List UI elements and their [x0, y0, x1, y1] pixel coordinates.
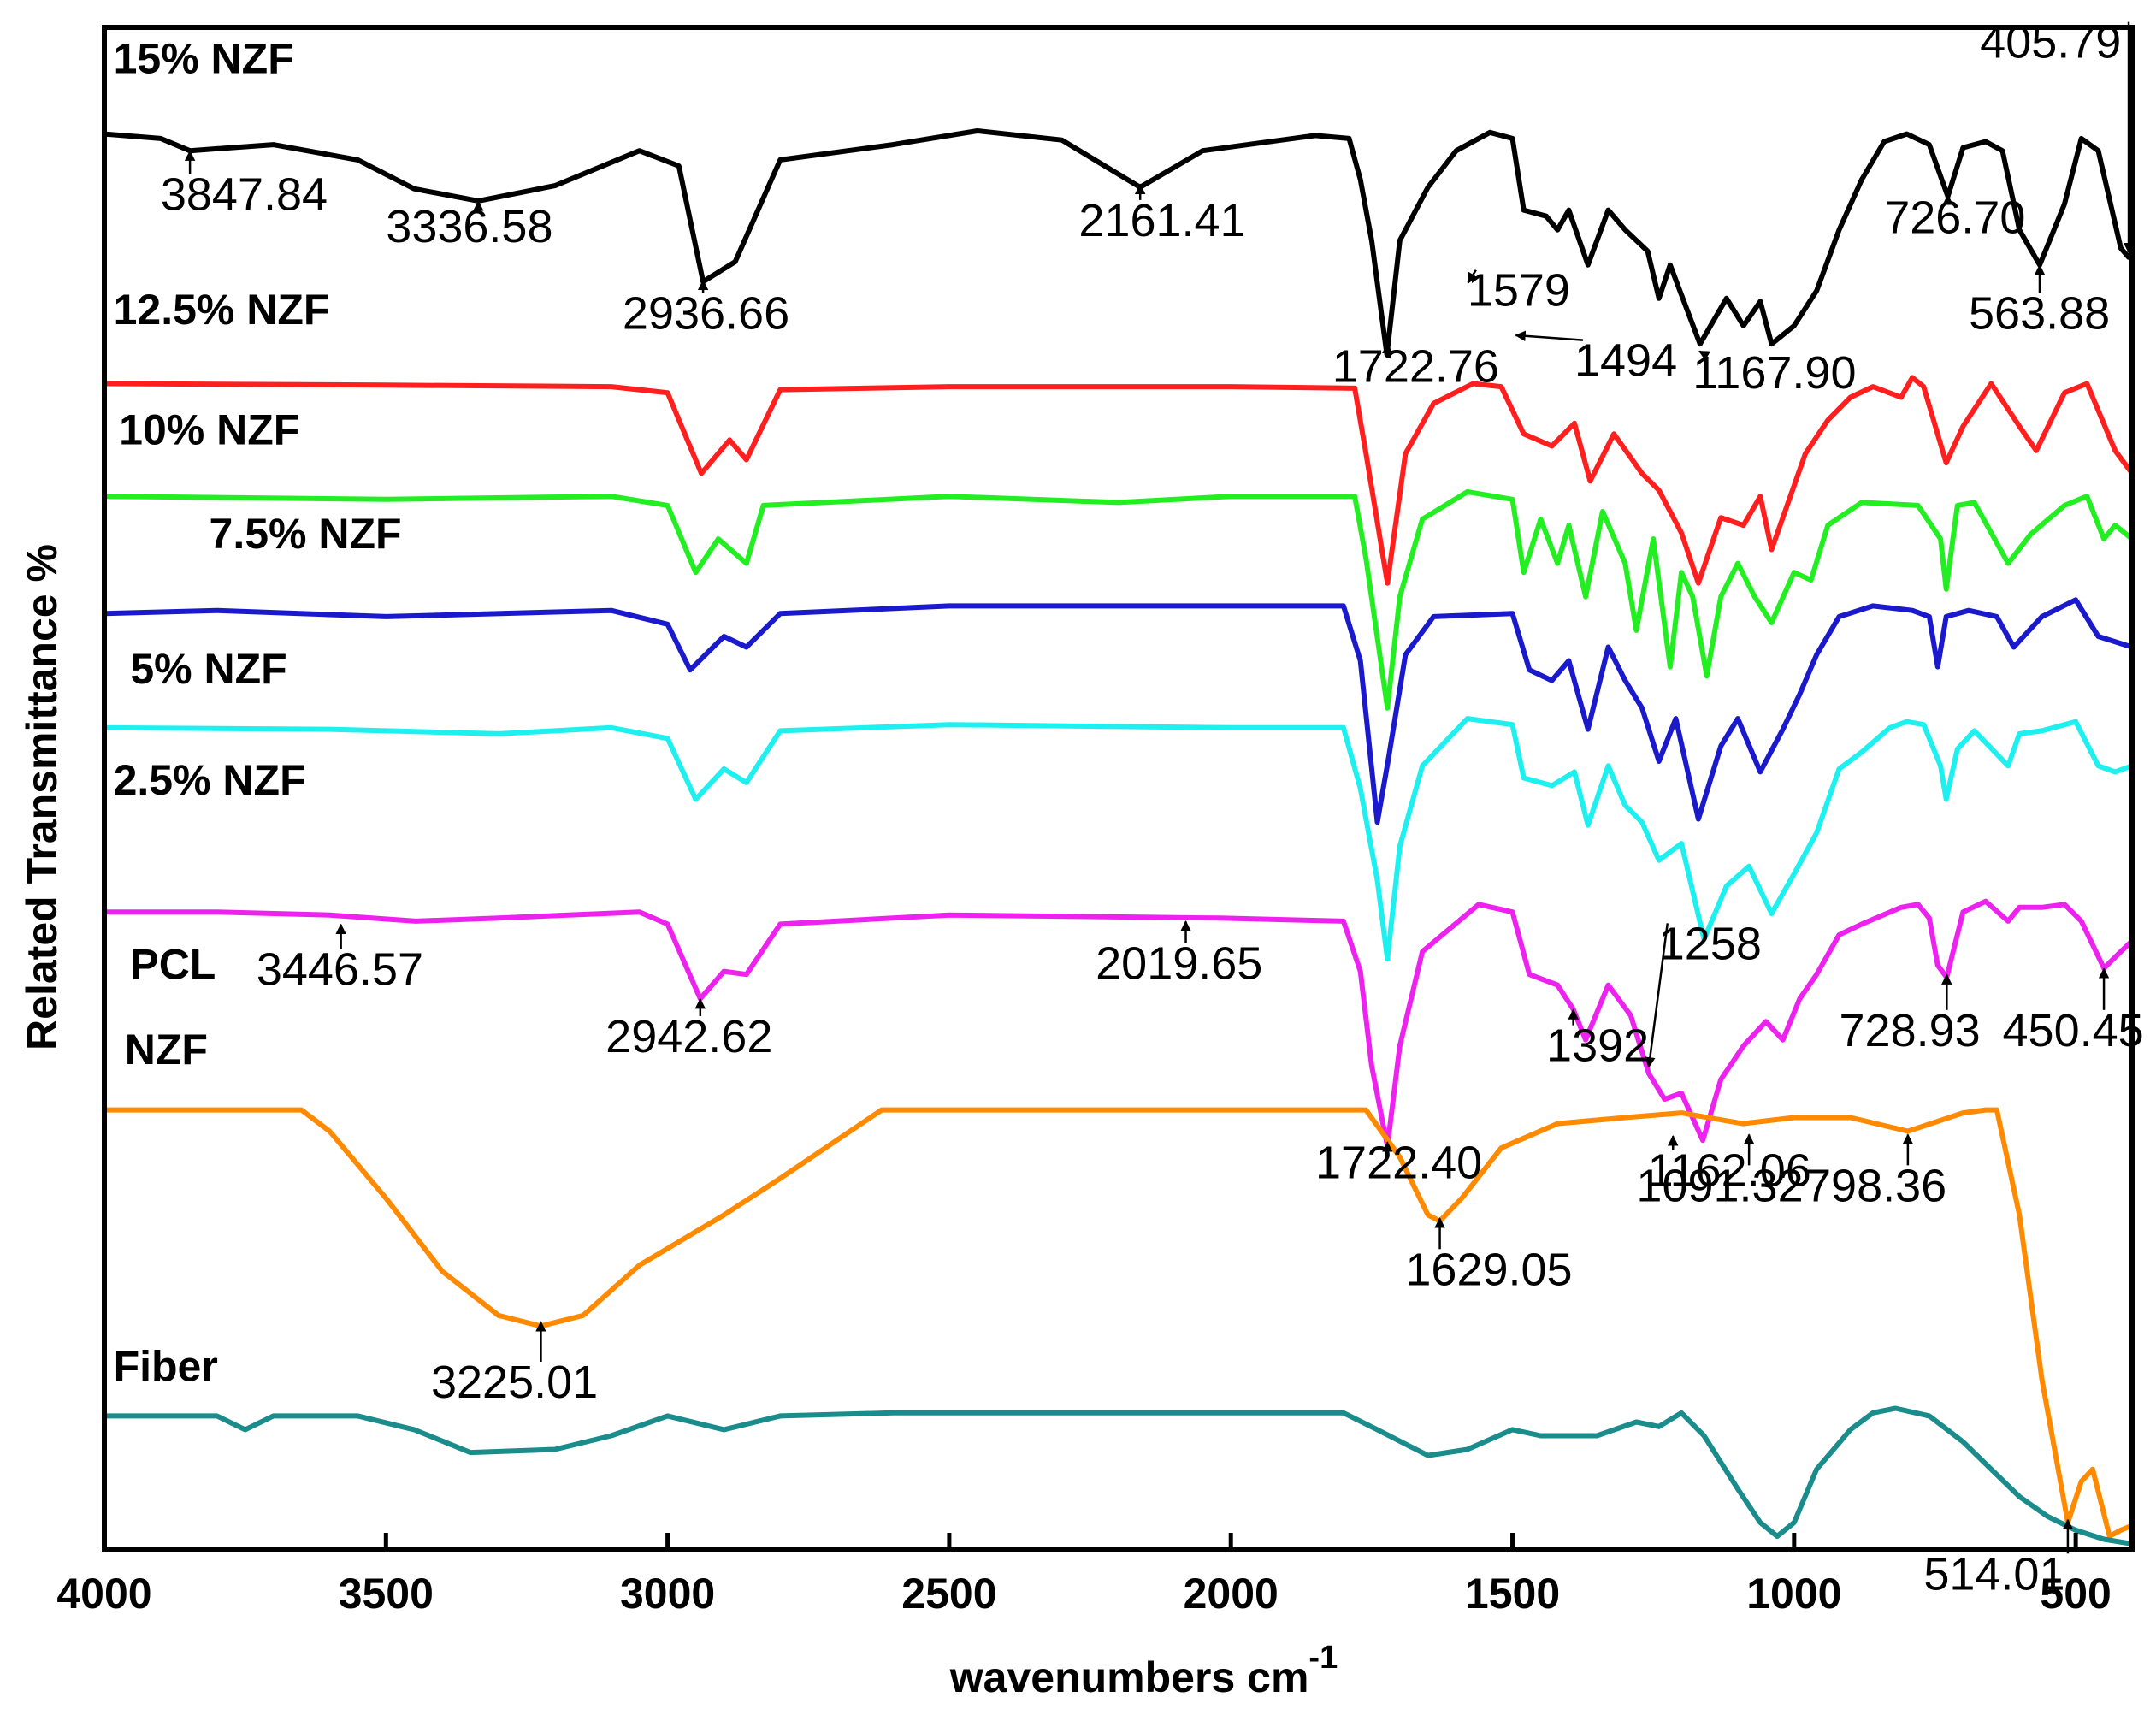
series-labels: 15% NZF 12.5% NZF 10% NZF 7.5% NZF 5% NZF 2.5… — [114, 34, 402, 1390]
annotation-arrow — [1467, 269, 1478, 284]
peak-annotation-label: 2019.65 — [1096, 938, 1262, 990]
peak-annotation-label: 3336.58 — [386, 201, 552, 252]
peak-annotation-label: 2161.41 — [1078, 195, 1245, 246]
peak-annotation-label: 726.70 — [1884, 192, 2025, 243]
series-line-7-5-nzf — [102, 597, 2135, 825]
peak-annotation-label: 1579 — [1468, 265, 1570, 316]
x-tick-label: 500 — [2040, 1570, 2111, 1617]
y-axis-label: Related Transmittance % — [18, 544, 66, 1050]
series-label: 15% NZF — [114, 34, 294, 82]
peak-annotation-label: 728.93 — [1840, 1005, 1981, 1056]
series-label: 2.5% NZF — [114, 756, 306, 804]
peak-annotation-label: 1722.40 — [1315, 1138, 1482, 1189]
series-label: 7.5% NZF — [210, 510, 402, 558]
x-axis-label-text: wavenumbers cm — [949, 1653, 1309, 1701]
series-line-12-5-nzf — [102, 375, 2135, 586]
peak-annotation-label: 3446.57 — [257, 944, 423, 996]
x-tick-label: 2000 — [1184, 1570, 1279, 1617]
annotation-arrow — [1645, 923, 1669, 1068]
peak-annotation-label: 1629.05 — [1405, 1244, 1572, 1295]
peak-annotation-label: 2942.62 — [605, 1011, 772, 1062]
peak-annotation-label: 405.79 — [1980, 17, 2121, 68]
peak-annotation-label: 563.88 — [1969, 287, 2110, 339]
x-axis-label: wavenumbers cm-1 — [949, 1640, 1338, 1701]
series-line-nzf — [102, 1107, 2135, 1539]
x-tick-label: 1000 — [1746, 1570, 1841, 1617]
x-tick-label: 3000 — [620, 1570, 715, 1617]
peak-annotation-label: 1258 — [1659, 918, 1762, 969]
series-label: Fiber — [114, 1342, 218, 1390]
peak-annotation-label: 798.36 — [1805, 1160, 1946, 1211]
peak-annotation-label: 1167.90 — [1692, 347, 1856, 399]
x-tick-label: 1500 — [1465, 1570, 1560, 1617]
peak-annotation-label: 1494 — [1574, 335, 1677, 387]
x-tick-label: 4000 — [56, 1570, 151, 1617]
series-line-5-nzf — [102, 716, 2135, 962]
peak-annotation-label: 450.45 — [2003, 1005, 2144, 1056]
peak-annotation-label: 3225.01 — [431, 1357, 598, 1408]
series-line-10-nzf — [102, 488, 2135, 711]
peak-annotations: 3847.843336.582936.662161.411722.7615791… — [161, 17, 2144, 1600]
series-label: 12.5% NZF — [114, 286, 330, 334]
peak-annotation-label: 1162.06 — [1648, 1145, 1811, 1197]
x-axis-label-superscript: -1 — [1308, 1640, 1338, 1676]
series-line-pcl — [102, 898, 2135, 1150]
peak-annotation-label: 1392 — [1546, 1020, 1649, 1072]
x-tick-label: 3500 — [339, 1570, 434, 1617]
x-axis-ticks: 4000 3500 3000 2500 2000 1500 1000 500 — [56, 1533, 2112, 1617]
peak-annotation-label: 514.01 — [1923, 1548, 2064, 1600]
series-label: 10% NZF — [119, 406, 299, 454]
peak-annotation-label: 2936.66 — [623, 287, 789, 339]
x-tick-label: 2500 — [901, 1570, 996, 1617]
series-label: PCL — [130, 941, 216, 989]
peak-annotation-label: 1091.32 — [1636, 1160, 1803, 1211]
peak-annotation-label: 1722.76 — [1332, 341, 1499, 393]
series-line-fiber — [102, 1405, 2135, 1546]
series-label: 5% NZF — [130, 645, 286, 693]
annotation-arrow — [1515, 330, 1584, 342]
series-label: NZF — [125, 1026, 208, 1073]
peak-annotation-label: 3847.84 — [161, 169, 328, 221]
plot-frame — [102, 25, 2135, 1552]
series-layer — [102, 128, 2135, 1546]
